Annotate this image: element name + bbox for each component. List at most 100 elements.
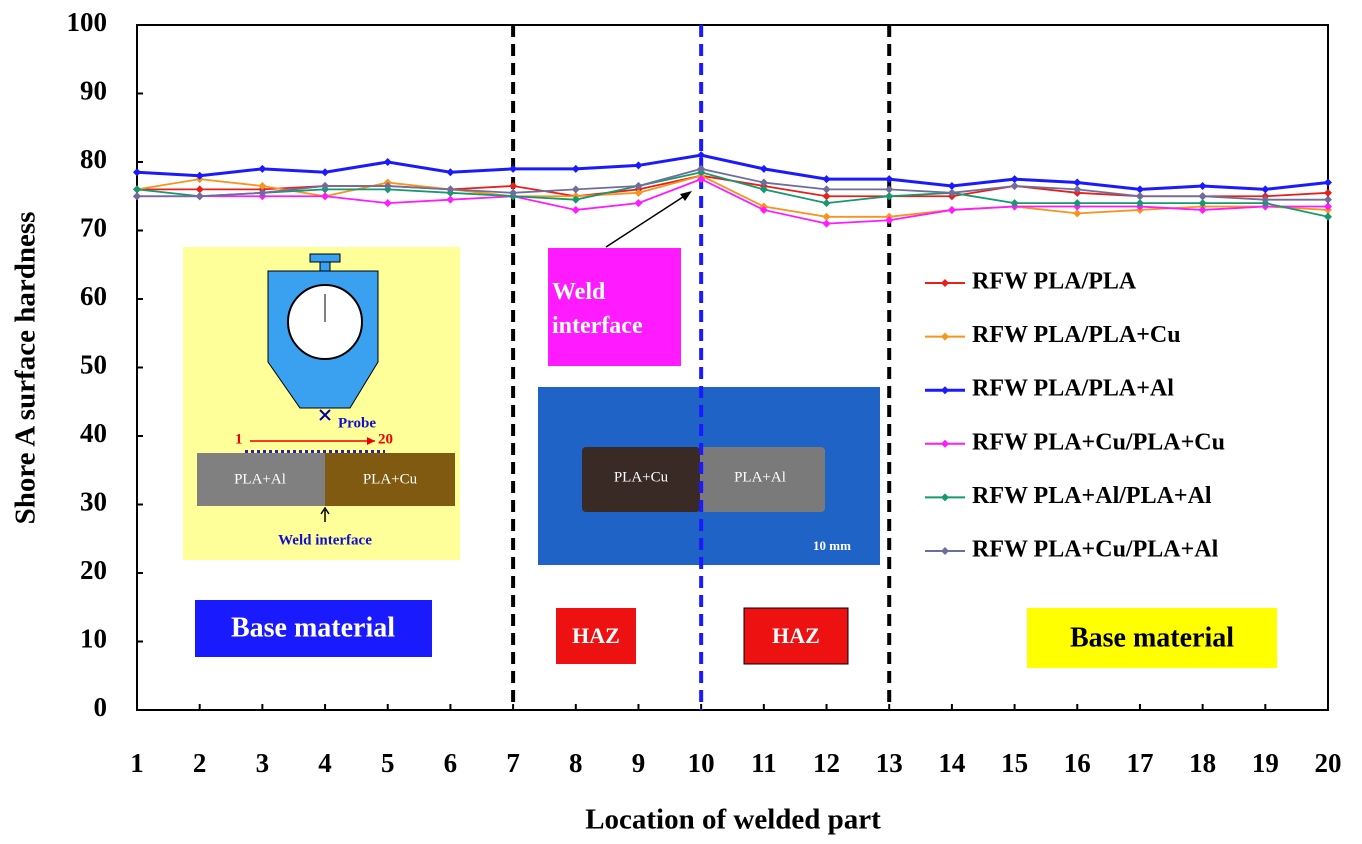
- legend-label: RFW PLA/PLA: [972, 269, 1137, 295]
- inset-label: Weld interface: [278, 532, 372, 548]
- series-marker: [1136, 185, 1144, 193]
- x-tick-label: 10: [688, 748, 715, 778]
- series-marker: [1324, 196, 1332, 204]
- legend-label: RFW PLA+Cu/PLA+Al: [972, 537, 1219, 563]
- legend-label: RFW PLA+Al/PLA+Al: [972, 483, 1212, 509]
- series-marker: [1011, 182, 1019, 190]
- series-marker: [133, 192, 141, 200]
- x-tick-label: 8: [569, 748, 583, 778]
- series-marker: [885, 192, 893, 200]
- callout-arrow: [606, 195, 686, 247]
- y-tick-label: 90: [80, 76, 107, 106]
- y-tick-label: 50: [80, 350, 107, 380]
- series-marker: [1073, 179, 1081, 187]
- series-line: [137, 176, 1328, 197]
- y-tick-label: 80: [80, 144, 107, 174]
- legend-label: RFW PLA/PLA+Cu: [972, 322, 1181, 348]
- series-marker: [572, 165, 580, 173]
- x-tick-label: 3: [256, 748, 270, 778]
- series-marker: [823, 175, 831, 183]
- gauge-inset: Probe 1 20 PLA+Al PLA+Cu Weld interface: [183, 247, 460, 560]
- y-tick-label: 10: [80, 624, 107, 654]
- inset-label: PLA+Cu: [363, 471, 418, 487]
- series-marker: [1199, 192, 1207, 200]
- series-marker: [196, 185, 204, 193]
- x-tick-label: 2: [193, 748, 207, 778]
- series-marker: [948, 182, 956, 190]
- series-marker: [885, 185, 893, 193]
- series-marker: [509, 182, 517, 190]
- series-marker: [321, 168, 329, 176]
- series-line: [137, 155, 1328, 189]
- x-tick-label: 14: [938, 748, 965, 778]
- y-tick-label: 100: [67, 7, 108, 37]
- x-tick-label: 5: [381, 748, 395, 778]
- y-tick-label: 60: [80, 281, 107, 311]
- legend-marker: [941, 547, 949, 555]
- series-marker: [446, 168, 454, 176]
- callout-arrowhead: [680, 191, 692, 201]
- x-tick-label: 15: [1001, 748, 1028, 778]
- y-tick-label: 70: [80, 213, 107, 243]
- photo-label: PLA+Al: [734, 469, 786, 485]
- series-marker: [509, 165, 517, 173]
- y-tick-label: 0: [94, 692, 108, 722]
- gauge-knob: [310, 254, 340, 262]
- y-tick-label: 30: [80, 487, 107, 517]
- x-tick-label: 6: [444, 748, 458, 778]
- x-tick-label: 12: [813, 748, 840, 778]
- x-tick-label: 4: [318, 748, 332, 778]
- chart: Location of welded part Shore A surface …: [0, 0, 1362, 839]
- x-tick-label: 19: [1252, 748, 1279, 778]
- series-marker: [697, 151, 705, 159]
- legend-marker: [941, 333, 949, 341]
- x-tick-label: 16: [1064, 748, 1091, 778]
- series-marker: [1324, 179, 1332, 187]
- series-marker: [384, 199, 392, 207]
- photo-label: PLA+Cu: [614, 469, 669, 485]
- region-label: Base material: [231, 612, 395, 643]
- legend-marker: [941, 279, 949, 287]
- y-axis-title: Shore A surface hardness: [10, 212, 42, 525]
- legend-label: RFW PLA+Cu/PLA+Cu: [972, 429, 1225, 455]
- series-marker: [1324, 189, 1332, 197]
- x-tick-label: 20: [1315, 748, 1342, 778]
- series-marker: [823, 185, 831, 193]
- series-marker: [1324, 213, 1332, 221]
- series-marker: [634, 199, 642, 207]
- series-marker: [823, 199, 831, 207]
- x-tick-label: 9: [632, 748, 646, 778]
- series-marker: [572, 206, 580, 214]
- inset-label: PLA+Al: [234, 471, 286, 487]
- legend-marker: [941, 440, 949, 448]
- x-tick-label: 18: [1189, 748, 1216, 778]
- series-marker: [321, 192, 329, 200]
- series-marker: [384, 158, 392, 166]
- series-marker: [1136, 192, 1144, 200]
- inset-label: Probe: [338, 415, 376, 431]
- photo-inset: PLA+Cu PLA+Al 10 mm: [538, 387, 880, 565]
- series-marker: [196, 192, 204, 200]
- x-tick-label: 11: [751, 748, 777, 778]
- photo-label: 10 mm: [813, 538, 851, 553]
- callout-label: Weld interface: [552, 275, 632, 343]
- region-label: Base material: [1070, 622, 1234, 653]
- series-marker: [634, 161, 642, 169]
- y-tick-label: 20: [80, 555, 107, 585]
- series-marker: [446, 196, 454, 204]
- series-marker: [133, 168, 141, 176]
- region-label: HAZ: [572, 623, 620, 648]
- y-tick-label: 40: [80, 418, 107, 448]
- x-axis-title: Location of welded part: [585, 804, 881, 836]
- series-marker: [1199, 182, 1207, 190]
- series-marker: [823, 220, 831, 228]
- series-marker: [885, 175, 893, 183]
- series-marker: [948, 206, 956, 214]
- legend-marker: [941, 493, 949, 501]
- series-marker: [1011, 175, 1019, 183]
- series-marker: [133, 185, 141, 193]
- legend-label: RFW PLA/PLA+Al: [972, 376, 1174, 402]
- region-label: HAZ: [772, 623, 820, 648]
- series-marker: [760, 165, 768, 173]
- series-marker: [1261, 185, 1269, 193]
